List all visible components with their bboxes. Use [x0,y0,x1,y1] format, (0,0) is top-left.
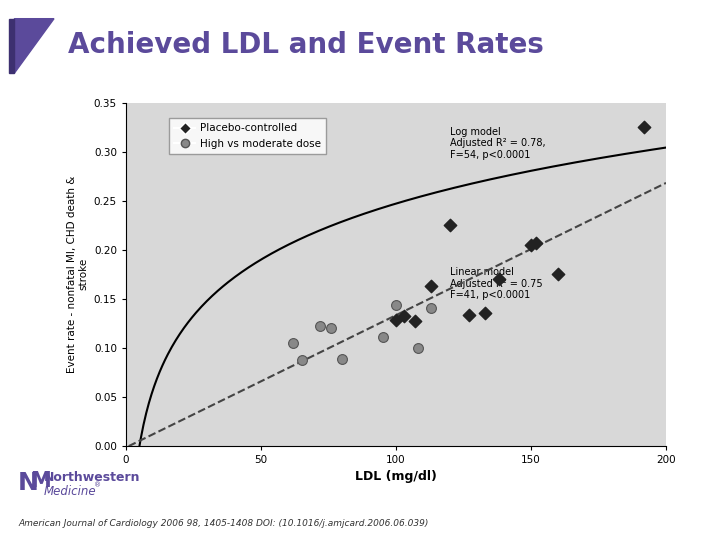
Point [377,333,388,341]
Point [444,221,456,230]
Point [412,343,423,352]
Point [639,123,650,131]
Text: N: N [18,471,39,495]
Point [526,240,537,249]
X-axis label: LDL (mg/dl): LDL (mg/dl) [355,470,437,483]
Bar [9,19,14,73]
Legend: Placebo-controlled, High vs moderate dose: Placebo-controlled, High vs moderate dos… [169,118,326,154]
Point [409,317,420,326]
Y-axis label: Event rate - nonfatal MI, CHD death &
stroke: Event rate - nonfatal MI, CHD death & st… [67,176,89,373]
Point [492,275,504,284]
Point [336,355,348,363]
Point [315,322,326,330]
Text: Northwestern: Northwestern [44,471,140,484]
Text: Achieved LDL and Event Rates: Achieved LDL and Event Rates [68,31,544,59]
Text: Log model
Adjusted R² = 0.78,
F=54, p<0.0001: Log model Adjusted R² = 0.78, F=54, p<0.… [450,126,546,160]
Point [390,316,402,325]
Point [426,304,437,313]
Text: M: M [30,471,50,491]
Point [296,356,307,364]
Point [426,281,437,290]
Text: Medicine: Medicine [44,484,96,497]
Point [398,312,410,321]
Point [531,238,542,247]
Point [325,323,337,332]
Point [463,311,474,320]
Text: Linear model
Adjusted R² = 0.75
F=41, p<0.0001: Linear model Adjusted R² = 0.75 F=41, p<… [450,267,543,300]
Polygon shape [14,19,54,73]
Text: ®: ® [94,483,101,489]
Text: American Journal of Cardiology 2006 98, 1405-1408 DOI: (10.1016/j.amjcard.2006.0: American Journal of Cardiology 2006 98, … [18,519,428,528]
Point [287,338,300,347]
Point [480,309,491,318]
Point [552,270,564,279]
Point [390,301,402,310]
